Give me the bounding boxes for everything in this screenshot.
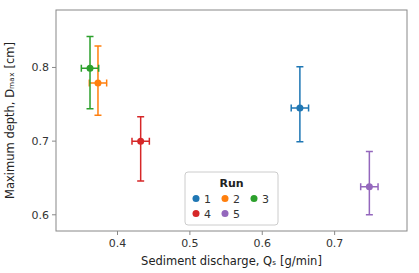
legend-title: Run [219,177,243,190]
x-axis-label: Sediment discharge, Qₛ [g/min] [141,254,322,268]
legend-box [185,172,278,225]
error-bar-low [296,108,303,142]
legend-marker [222,210,229,217]
point [87,65,94,72]
x-tick [334,231,335,235]
legend-marker [193,195,200,202]
legend-label: 5 [233,208,240,221]
error-bar-x [81,65,98,72]
x-tick-label: 0.6 [254,237,272,250]
error-bar-x [291,104,308,111]
error-bar-x [361,183,378,190]
y-tick [52,214,56,215]
error-bar-x [89,79,106,86]
x-tick-label: 0.5 [181,237,199,250]
legend-label: 4 [204,208,211,221]
y-tick-label: 0.6 [32,209,50,222]
error-bar-high [87,37,94,69]
series [132,117,149,181]
series [81,37,98,109]
plot-area [81,37,378,215]
legend-marker [251,195,258,202]
y-tick-label: 0.8 [32,61,50,74]
x-tick [262,231,263,235]
plot-frame [56,10,407,231]
error-bar-low [137,141,144,181]
point [94,79,101,86]
legend-label: 2 [233,193,240,206]
legend-item: 5 [222,208,241,221]
series [291,67,308,142]
y-tick-label: 0.7 [32,135,50,148]
error-bar-low [94,83,101,115]
point [366,183,373,190]
x-tick-label: 0.7 [326,237,344,250]
legend-marker [193,210,200,217]
legend-item: 4 [193,208,212,221]
series [89,46,106,115]
error-bar-x [132,138,149,145]
point [296,104,303,111]
legend-item: 3 [251,193,270,206]
legend-marker [222,195,229,202]
error-bar-high [366,151,373,186]
legend-item: 2 [222,193,241,206]
chart: 0.4 0.5 0.6 0.7 0.6 0.7 0.8 Sediment discharge,… [0,0,419,273]
y-axis-label: Maximum depth, Dₘₐₓ [cm] [3,42,17,199]
error-bar-high [137,117,144,141]
y-tick [52,141,56,142]
series [361,151,378,214]
y-tick [52,67,56,68]
x-tick [189,231,190,235]
point [137,138,144,145]
error-bar-low [366,187,373,215]
x-tick-label: 0.4 [109,237,127,250]
error-bar-low [87,68,94,109]
legend-label: 1 [204,193,211,206]
legend-item: 1 [193,193,212,206]
legend-label: 3 [262,193,269,206]
legend: Run 1 2 3 4 5 [185,172,278,225]
x-tick [117,231,118,235]
error-bar-high [94,46,101,83]
error-bar-high [296,67,303,108]
